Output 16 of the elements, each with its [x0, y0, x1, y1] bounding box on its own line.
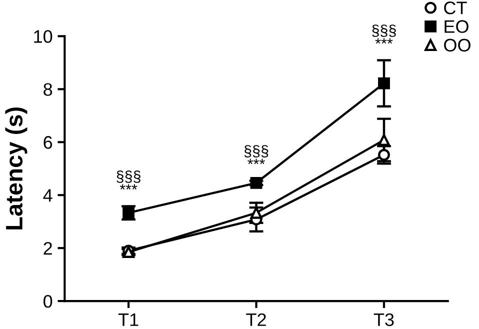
y-tick-label: 2	[44, 242, 52, 255]
legend-label: OO	[444, 38, 470, 52]
y-tick-label: 10	[34, 30, 52, 43]
annotation: §§§ ***	[116, 170, 140, 190]
y-tick-label: 4	[43, 189, 52, 202]
x-tick-label: T3	[374, 313, 394, 326]
annotation: §§§ ***	[244, 145, 268, 164]
annotation: §§§ ***	[372, 24, 396, 44]
y-tick-label: 6	[44, 136, 52, 149]
legend-label: CT	[444, 2, 467, 14]
y-tick-label: 0	[44, 294, 52, 308]
legend-label: EO	[444, 20, 468, 33]
x-tick-label: T2	[246, 313, 266, 326]
y-tick-label: 8	[44, 83, 52, 96]
y-axis-title: Latency (s)	[5, 107, 28, 230]
x-tick-label: T1	[118, 314, 138, 326]
